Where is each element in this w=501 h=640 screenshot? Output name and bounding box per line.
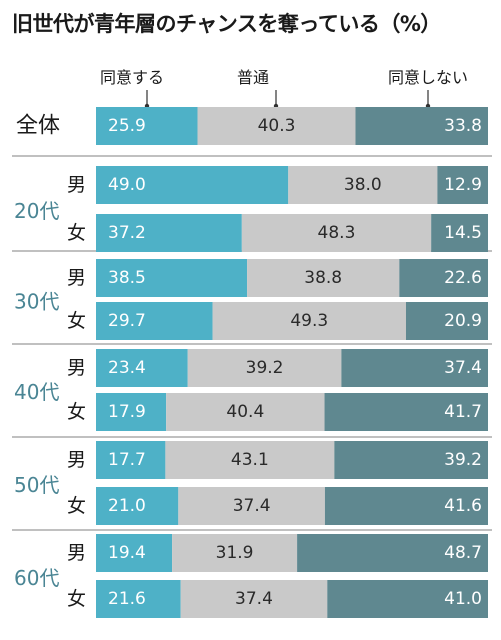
- group-label: 40代: [14, 380, 59, 404]
- data-label-neutral: 38.0: [344, 175, 382, 195]
- bar-segment-disagree: [324, 487, 488, 525]
- bar-segment-agree: [96, 214, 242, 252]
- data-label-agree: 38.5: [108, 268, 146, 288]
- data-label-agree: 21.0: [108, 496, 146, 516]
- data-label-disagree: 39.2: [444, 450, 482, 470]
- row-label: 女: [67, 401, 86, 423]
- bar-segment-neutral: [241, 214, 432, 252]
- bar-segment-disagree: [355, 107, 488, 145]
- group-label: 全体: [16, 114, 60, 139]
- data-label-neutral: 48.3: [318, 223, 356, 243]
- bar-segment-neutral: [165, 441, 335, 479]
- bar-segment-neutral: [180, 580, 328, 618]
- bar-segment-disagree: [334, 441, 488, 479]
- bar-segment-neutral: [166, 393, 325, 431]
- bar-segment-disagree: [405, 302, 488, 340]
- row-label: 男: [67, 174, 86, 196]
- bar-segment-neutral: [197, 107, 356, 145]
- data-label-disagree: 12.9: [444, 175, 482, 195]
- bar-segment-neutral: [247, 259, 400, 297]
- row-label: 女: [67, 222, 86, 244]
- data-label-agree: 25.9: [108, 116, 146, 136]
- data-label-neutral: 40.3: [258, 116, 296, 136]
- bar-segment-agree: [96, 487, 179, 525]
- data-label-disagree: 33.8: [444, 116, 482, 136]
- group-label: 60代: [14, 566, 59, 590]
- bar-segment-agree: [96, 166, 289, 204]
- data-label-neutral: 31.9: [216, 543, 254, 563]
- data-label-neutral: 43.1: [231, 450, 269, 470]
- group-label: 30代: [14, 290, 59, 314]
- group-label: 50代: [14, 473, 59, 497]
- data-label-neutral: 37.4: [233, 496, 271, 516]
- data-label-agree: 17.9: [108, 402, 146, 422]
- row-label: 女: [67, 310, 86, 332]
- bar-segment-agree: [96, 393, 167, 431]
- data-label-disagree: 41.6: [444, 496, 482, 516]
- data-label-agree: 21.6: [108, 589, 146, 609]
- row-label: 男: [67, 542, 86, 564]
- bar-segment-disagree: [327, 580, 488, 618]
- bar-segment-disagree: [437, 166, 488, 204]
- row-label: 女: [67, 495, 86, 517]
- data-label-disagree: 41.0: [444, 589, 482, 609]
- data-label-disagree: 20.9: [444, 311, 482, 331]
- group-label: 20代: [14, 199, 59, 223]
- data-label-agree: 49.0: [108, 175, 146, 195]
- data-label-agree: 37.2: [108, 223, 146, 243]
- data-label-neutral: 40.4: [226, 402, 264, 422]
- bar-segment-disagree: [431, 214, 488, 252]
- data-label-agree: 19.4: [108, 543, 146, 563]
- bar-segment-disagree: [399, 259, 488, 297]
- legend-label-neutral: 普通: [237, 68, 270, 87]
- data-label-disagree: 48.7: [444, 543, 482, 563]
- bar-segment-neutral: [172, 534, 298, 572]
- bar-segment-neutral: [288, 166, 438, 204]
- bar-segment-disagree: [341, 349, 488, 387]
- data-label-neutral: 49.3: [290, 311, 328, 331]
- bar-segment-neutral: [187, 349, 342, 387]
- bar-segment-agree: [96, 107, 198, 145]
- bar-segment-agree: [96, 441, 166, 479]
- bar-segment-agree: [96, 349, 188, 387]
- bar-segment-disagree: [324, 393, 488, 431]
- row-label: 女: [67, 588, 86, 610]
- data-label-disagree: 22.6: [444, 268, 482, 288]
- data-label-disagree: 41.7: [444, 402, 482, 422]
- chart-title: 旧世代が青年層のチャンスを奪っている（%）: [12, 12, 441, 36]
- row-label: 男: [67, 267, 86, 289]
- bar-segment-neutral: [178, 487, 325, 525]
- row-label: 男: [67, 449, 86, 471]
- legend-label-agree: 同意する: [100, 68, 165, 87]
- data-label-disagree: 37.4: [444, 358, 482, 378]
- data-label-neutral: 39.2: [246, 358, 284, 378]
- data-label-neutral: 37.4: [235, 589, 273, 609]
- data-label-disagree: 14.5: [444, 223, 482, 243]
- bar-segment-agree: [96, 259, 248, 297]
- bar-segment-disagree: [297, 534, 488, 572]
- bar-segment-agree: [96, 580, 181, 618]
- data-label-agree: 23.4: [108, 358, 146, 378]
- bar-segment-agree: [96, 302, 213, 340]
- row-label: 男: [67, 357, 86, 379]
- bar-segment-neutral: [212, 302, 406, 340]
- legend-label-disagree: 同意しない: [388, 68, 469, 87]
- data-label-neutral: 38.8: [304, 268, 342, 288]
- data-label-agree: 29.7: [108, 311, 146, 331]
- data-label-agree: 17.7: [108, 450, 146, 470]
- bar-segment-agree: [96, 534, 173, 572]
